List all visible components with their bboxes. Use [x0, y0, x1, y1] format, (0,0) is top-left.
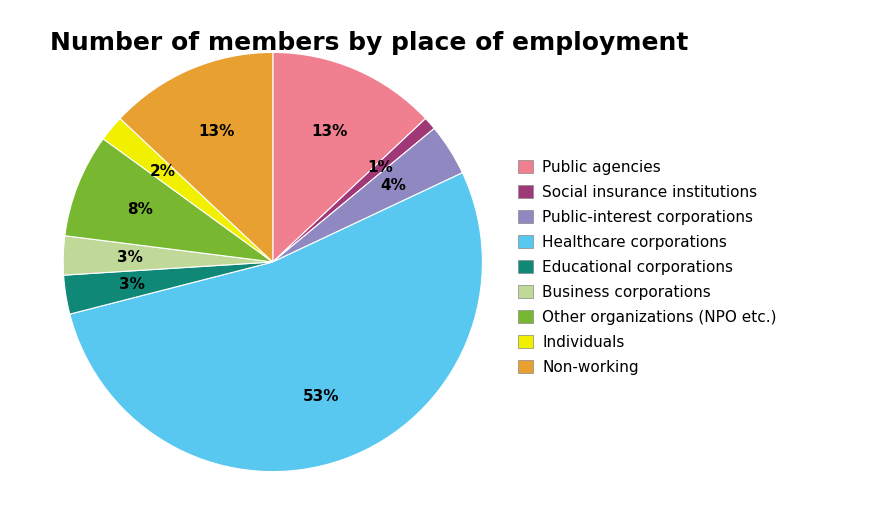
Text: 2%: 2%: [150, 163, 176, 179]
Text: 8%: 8%: [128, 202, 153, 217]
Text: 1%: 1%: [367, 160, 392, 175]
Wedge shape: [65, 139, 273, 262]
Wedge shape: [273, 128, 463, 262]
Wedge shape: [120, 52, 273, 262]
Text: 4%: 4%: [380, 178, 406, 193]
Wedge shape: [70, 173, 482, 472]
Text: 3%: 3%: [119, 277, 145, 292]
Text: Number of members by place of employment: Number of members by place of employment: [50, 31, 689, 56]
Legend: Public agencies, Social insurance institutions, Public-interest corporations, He: Public agencies, Social insurance instit…: [518, 160, 777, 375]
Wedge shape: [273, 118, 435, 262]
Wedge shape: [103, 118, 273, 262]
Wedge shape: [63, 236, 273, 275]
Text: 13%: 13%: [312, 124, 348, 139]
Wedge shape: [273, 52, 426, 262]
Wedge shape: [63, 262, 273, 314]
Text: 53%: 53%: [303, 389, 340, 403]
Text: 3%: 3%: [117, 250, 143, 265]
Text: 13%: 13%: [198, 124, 234, 139]
